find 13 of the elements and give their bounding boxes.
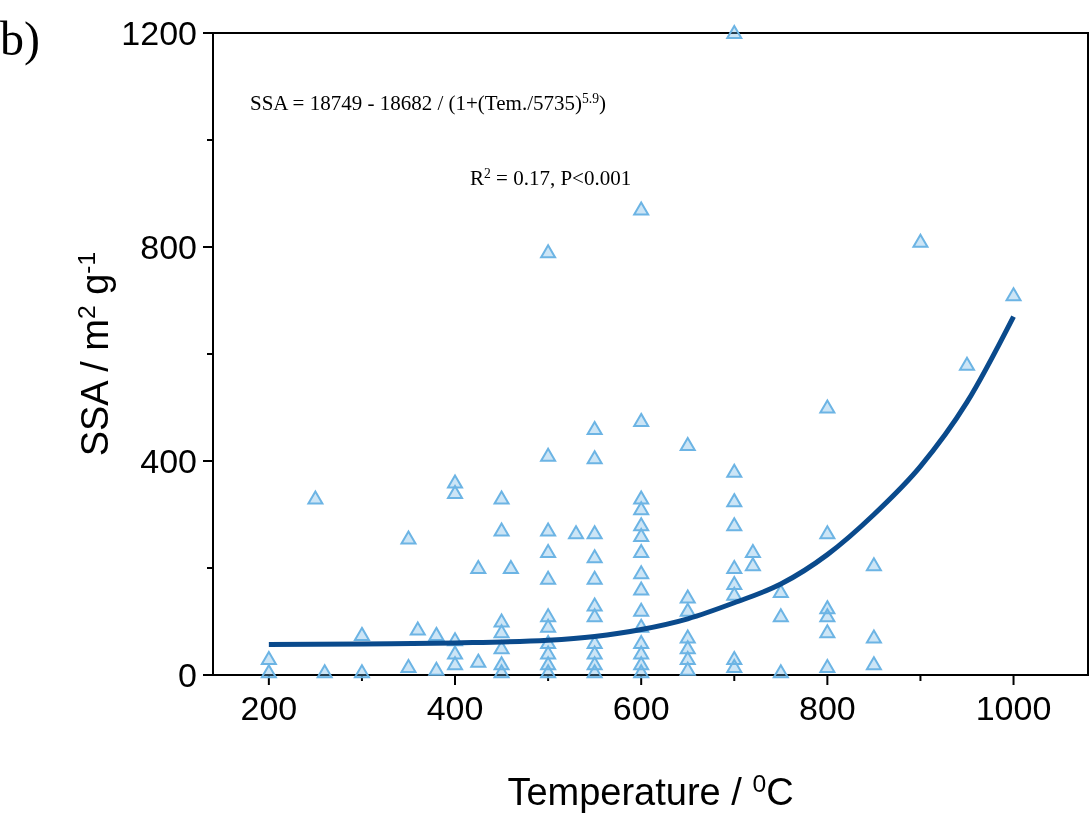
annotation: SSA = 18749 - 18682 / (1+(Tem./5735)$^{5.9}$) bbox=[250, 90, 607, 115]
y-tick-label: 0 bbox=[178, 656, 197, 694]
x-tick-label: 600 bbox=[612, 689, 670, 727]
annotation: R$^{2}$ = 0.17, P<0.001 bbox=[470, 165, 632, 190]
x-tick-label: 200 bbox=[240, 689, 298, 727]
x-tick-label: 800 bbox=[798, 689, 856, 727]
y-tick-label: 400 bbox=[140, 442, 197, 480]
x-tick-label: 400 bbox=[426, 689, 484, 727]
text: b) bbox=[0, 12, 40, 66]
y-tick-label: 1200 bbox=[121, 14, 197, 52]
x-tick-label: 1000 bbox=[975, 689, 1052, 727]
y-tick-label: 800 bbox=[140, 228, 197, 266]
x-axis-title: Temperature / $^{0}$C bbox=[507, 769, 794, 813]
